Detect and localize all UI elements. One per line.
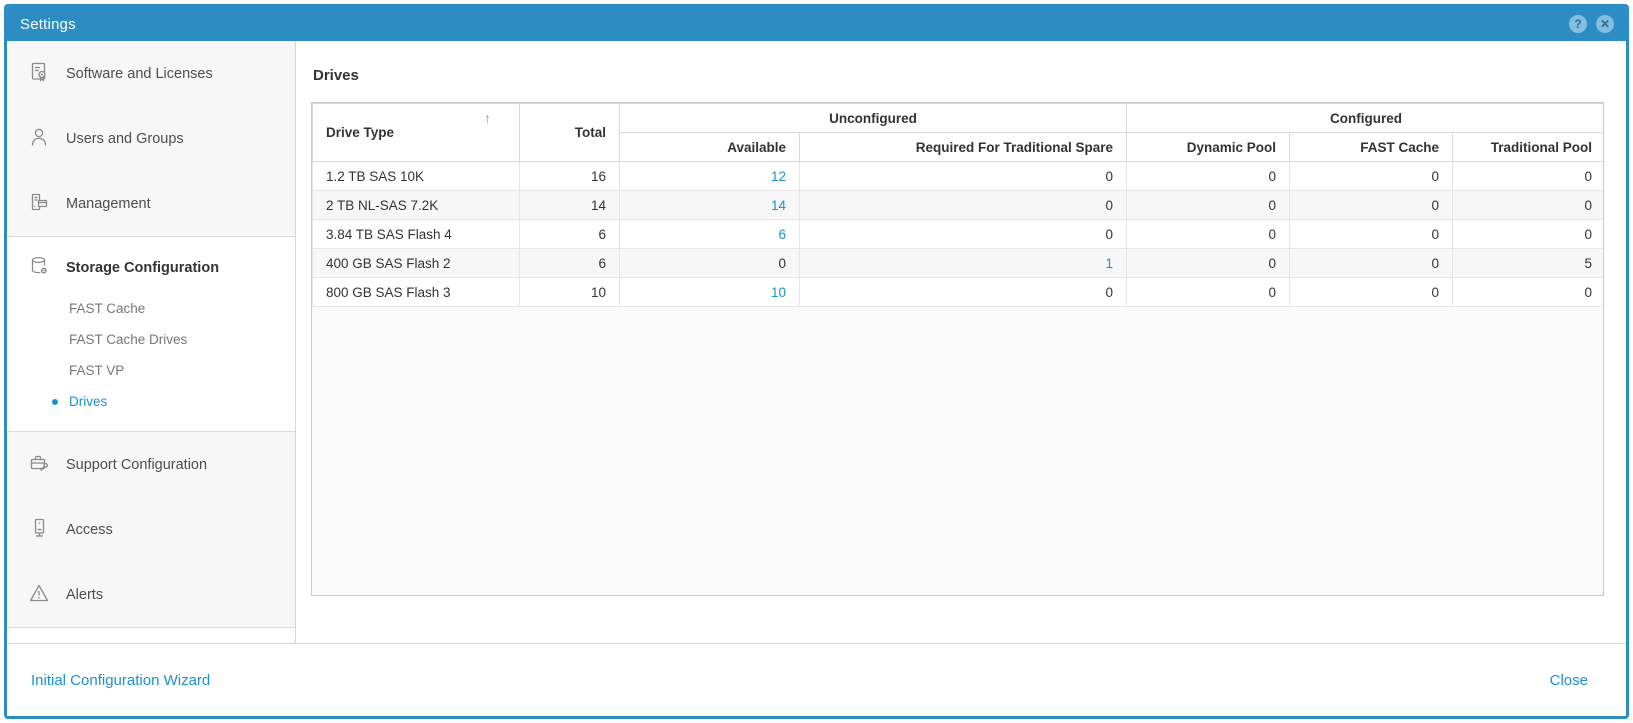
drives-table-container: Drive Type ↑ Total Unconfigured Configur… (311, 102, 1604, 596)
sidebar-item-alerts[interactable]: Alerts (7, 562, 295, 627)
cell-traditional-pool: 0 (1452, 219, 1603, 249)
sidebar-item-support-configuration[interactable]: Support Configuration (7, 432, 295, 497)
cell-required-spare: 0 (799, 277, 1127, 307)
column-header-label: Drive Type (326, 125, 395, 140)
selected-bullet-icon (52, 398, 58, 405)
cell-dynamic-pool: 0 (1126, 161, 1290, 191)
available-link[interactable]: 12 (770, 168, 786, 184)
users-icon (28, 126, 50, 152)
sidebar-item-label: Management (66, 195, 151, 212)
column-header-available[interactable]: Available (619, 132, 800, 162)
sidebar-item-label: Access (66, 521, 113, 538)
available-link[interactable]: 14 (770, 197, 786, 213)
table-row[interactable]: 1.2 TB SAS 10K 16 12 0 0 0 0 (312, 161, 1603, 191)
sidebar-item-software-and-licenses[interactable]: Software and Licenses (7, 41, 295, 106)
cell-fast-cache: 0 (1289, 248, 1453, 278)
sidebar-item-storage-configuration[interactable]: Storage Configuration (7, 243, 295, 293)
dialog-footer: Initial Configuration Wizard Close (7, 643, 1626, 716)
page-title: Drives (313, 67, 359, 84)
cell-dynamic-pool: 0 (1126, 248, 1290, 278)
help-icon[interactable]: ? (1569, 15, 1587, 33)
cell-drive-type: 800 GB SAS Flash 3 (312, 277, 520, 307)
available-link[interactable]: 10 (770, 284, 786, 300)
cell-required-spare: 0 (799, 219, 1127, 249)
cell-traditional-pool: 0 (1452, 161, 1603, 191)
cell-total: 10 (519, 277, 620, 307)
sidebar-subitem-fast-vp[interactable]: FAST VP (7, 355, 295, 386)
titlebar-icons: ? ✕ (1569, 15, 1614, 33)
column-header-fast-cache[interactable]: FAST Cache (1289, 132, 1453, 162)
sidebar-item-label: Support Configuration (66, 456, 208, 473)
cell-fast-cache: 0 (1289, 277, 1453, 307)
sidebar-item-access[interactable]: Access (7, 497, 295, 562)
cell-traditional-pool: 0 (1452, 190, 1603, 220)
cell-drive-type: 400 GB SAS Flash 2 (312, 248, 520, 278)
cell-dynamic-pool: 0 (1126, 190, 1290, 220)
sidebar-subitem-label: Drives (69, 394, 108, 409)
sidebar-subitem-label: FAST Cache Drives (69, 332, 188, 347)
cell-fast-cache: 0 (1289, 219, 1453, 249)
sidebar-item-users-and-groups[interactable]: Users and Groups (7, 106, 295, 171)
table-row[interactable]: 2 TB NL-SAS 7.2K 14 14 0 0 0 0 (312, 190, 1603, 220)
cell-drive-type: 1.2 TB SAS 10K (312, 161, 520, 191)
column-header-required-spare[interactable]: Required For Traditional Spare (799, 132, 1127, 162)
cell-dynamic-pool: 0 (1126, 277, 1290, 307)
cell-total: 6 (519, 248, 620, 278)
sidebar-item-management[interactable]: Management (7, 171, 295, 236)
column-group-configured: Configured (1126, 103, 1603, 133)
cell-total: 6 (519, 219, 620, 249)
sidebar-item-label: Software and Licenses (66, 65, 213, 82)
table-row[interactable]: 800 GB SAS Flash 3 10 10 0 0 0 0 (312, 277, 1603, 307)
sort-ascending-icon[interactable]: ↑ (484, 110, 491, 126)
management-icon (28, 191, 50, 217)
settings-sidebar: Software and Licenses Users and Groups (7, 41, 296, 643)
sidebar-group-lower: Support Configuration Access (7, 431, 295, 628)
access-icon (28, 517, 50, 543)
sidebar-subitem-label: FAST Cache (69, 301, 146, 316)
initial-configuration-wizard-link[interactable]: Initial Configuration Wizard (31, 671, 211, 689)
column-header-total[interactable]: Total (519, 103, 620, 162)
cell-drive-type: 2 TB NL-SAS 7.2K (312, 190, 520, 220)
cell-required-spare: 0 (799, 190, 1127, 220)
cell-dynamic-pool: 0 (1126, 219, 1290, 249)
settings-dialog: Settings ? ✕ (4, 4, 1629, 719)
drives-table: Drive Type ↑ Total Unconfigured Configur… (312, 103, 1603, 307)
support-icon (28, 452, 50, 478)
sidebar-item-label: Storage Configuration (66, 260, 220, 276)
cell-total: 16 (519, 161, 620, 191)
close-icon[interactable]: ✕ (1596, 15, 1614, 33)
cell-fast-cache: 0 (1289, 190, 1453, 220)
drives-panel: Drives Drive Type ↑ Total (296, 41, 1626, 643)
sidebar-subitem-fast-cache[interactable]: FAST Cache (7, 293, 295, 324)
table-row[interactable]: 400 GB SAS Flash 2 6 0 1 0 0 5 (312, 248, 1603, 278)
sidebar-subitem-label: FAST VP (69, 363, 125, 378)
cell-traditional-pool: 0 (1452, 277, 1603, 307)
column-header-dynamic-pool[interactable]: Dynamic Pool (1126, 132, 1290, 162)
cell-required-spare: 0 (799, 161, 1127, 191)
sidebar-item-label: Alerts (66, 586, 104, 603)
column-header-traditional-pool[interactable]: Traditional Pool (1452, 132, 1603, 162)
sidebar-subitem-drives[interactable]: Drives (7, 386, 295, 417)
table-row[interactable]: 3.84 TB SAS Flash 4 6 6 0 0 0 0 (312, 219, 1603, 249)
close-button[interactable]: Close (1549, 671, 1588, 689)
alerts-icon (28, 582, 50, 608)
column-group-unconfigured: Unconfigured (619, 103, 1127, 133)
dialog-body: Software and Licenses Users and Groups (7, 41, 1626, 643)
required-spare-link[interactable]: 1 (1105, 255, 1113, 271)
column-header-drive-type[interactable]: Drive Type ↑ (312, 103, 520, 162)
cell-fast-cache: 0 (1289, 161, 1453, 191)
cell-drive-type: 3.84 TB SAS Flash 4 (312, 219, 520, 249)
dialog-title: Settings (20, 15, 76, 33)
cell-traditional-pool: 5 (1452, 248, 1603, 278)
available-link[interactable]: 6 (778, 226, 786, 242)
storage-icon (28, 255, 50, 281)
cell-total: 14 (519, 190, 620, 220)
cell-available: 0 (619, 248, 800, 278)
license-icon (28, 61, 50, 87)
sidebar-group-storage-configuration: Storage Configuration FAST Cache FAST Ca… (7, 237, 295, 431)
sidebar-subitem-fast-cache-drives[interactable]: FAST Cache Drives (7, 324, 295, 355)
dialog-titlebar: Settings ? ✕ (7, 7, 1626, 41)
sidebar-group-upper: Software and Licenses Users and Groups (7, 41, 295, 237)
sidebar-item-label: Users and Groups (66, 130, 184, 147)
